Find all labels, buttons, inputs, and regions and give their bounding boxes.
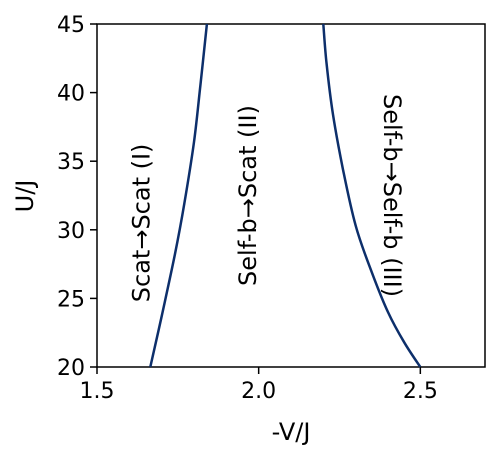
y-tick-label: 45: [57, 13, 85, 38]
y-tick-label: 30: [57, 219, 85, 244]
plot-frame: [96, 23, 486, 368]
y-axis-label: U/J: [11, 180, 39, 213]
boundary-curve-1: [149, 23, 209, 368]
x-tick-label: 2.5: [403, 379, 438, 404]
x-tick-label: 2.0: [241, 379, 276, 404]
region-label-1: Scat→Scat (I): [127, 144, 155, 303]
boundary-curve-2: [322, 23, 422, 368]
region-label-3: Self-b→Self-b (III): [378, 94, 406, 297]
y-tick-label: 20: [57, 356, 85, 381]
curves: [149, 23, 422, 368]
y-tick-label: 25: [57, 287, 85, 312]
y-tick-label: 35: [57, 150, 85, 175]
region-labels: Scat→Scat (I) Self-b→Scat (II) Self-b→Self…: [127, 94, 406, 302]
x-tick-label: 1.5: [80, 379, 115, 404]
axis-ticks: 1.5 2.0 2.5 20 25 30 35 40 45: [57, 13, 438, 404]
x-axis-label: -V/J: [272, 418, 311, 446]
region-label-2: Self-b→Scat (II): [234, 105, 262, 286]
y-tick-label: 40: [57, 82, 85, 107]
